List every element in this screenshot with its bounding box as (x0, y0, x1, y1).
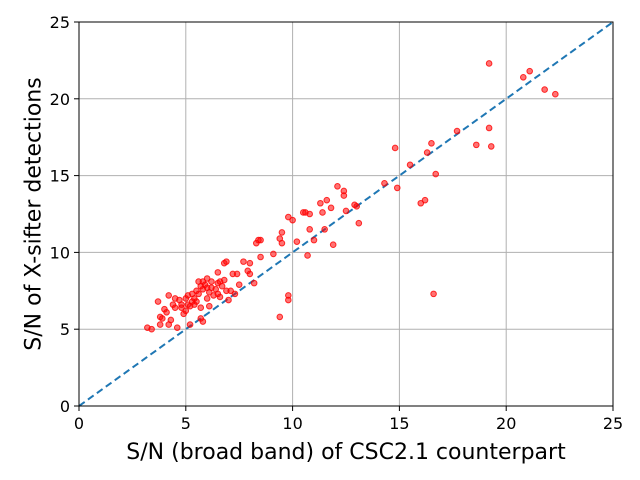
data-point (227, 287, 234, 295)
data-point (178, 301, 185, 308)
data-point (381, 179, 388, 187)
data-point (552, 90, 559, 98)
data-point (231, 290, 239, 298)
data-point (323, 196, 331, 204)
data-point (327, 204, 335, 212)
data-point (235, 281, 243, 288)
data-point (154, 298, 162, 305)
data-point (163, 309, 170, 316)
data-point (340, 192, 348, 199)
x-tick-label: 15 (389, 414, 409, 433)
data-point (148, 325, 155, 333)
data-point (278, 239, 286, 247)
data-point (195, 290, 202, 298)
y-tick-label: 10 (50, 243, 70, 262)
y-tick-label: 20 (50, 90, 70, 109)
data-point (304, 252, 311, 259)
data-point (487, 143, 495, 150)
data-point (342, 207, 350, 215)
data-point (306, 210, 313, 218)
y-tick-label: 25 (50, 13, 70, 32)
data-point (310, 236, 318, 244)
data-point (250, 279, 258, 287)
data-point (276, 313, 284, 321)
data-point (257, 236, 264, 244)
data-point (353, 203, 360, 210)
data-point (205, 302, 213, 310)
data-point (526, 67, 533, 75)
data-point (321, 226, 328, 233)
x-tick-label: 5 (181, 414, 191, 433)
axis-ticks: 0 5 10 15 20 25 0 5 10 15 20 25 (50, 13, 624, 433)
data-points (144, 60, 559, 333)
data-point (417, 199, 425, 207)
data-point (218, 282, 226, 290)
data-point (306, 226, 313, 233)
data-point (453, 127, 461, 135)
data-point (393, 184, 401, 192)
data-point (423, 149, 431, 156)
data-point (317, 199, 324, 207)
data-point (216, 293, 224, 301)
data-point (233, 270, 241, 278)
data-point (485, 60, 493, 67)
data-point (355, 219, 363, 227)
y-axis-label: S/N of X-sifter detections (22, 77, 47, 350)
data-point (319, 209, 326, 216)
data-point (421, 196, 429, 204)
data-point (167, 316, 175, 324)
data-point (182, 307, 190, 315)
data-point (430, 290, 437, 298)
data-point (391, 144, 399, 152)
data-point (406, 161, 414, 169)
data-point (485, 124, 493, 132)
data-point (214, 269, 222, 276)
data-point (289, 216, 296, 224)
data-point (428, 140, 435, 147)
data-point (165, 292, 173, 299)
data-point (220, 276, 228, 284)
x-tick-label: 20 (496, 414, 516, 433)
y-tick-label: 5 (60, 320, 70, 339)
x-tick-label: 25 (603, 414, 623, 433)
x-tick-label: 0 (74, 414, 84, 433)
data-point (203, 275, 211, 282)
y-tick-label: 15 (50, 167, 70, 186)
x-axis-label: S/N (broad band) of CSC2.1 counterpart (126, 440, 566, 465)
data-point (197, 304, 205, 311)
data-point (199, 318, 207, 325)
data-point (541, 86, 548, 93)
y-tick-label: 0 (60, 397, 70, 416)
data-point (285, 296, 292, 304)
data-point (159, 315, 166, 322)
data-point (293, 238, 301, 245)
data-point (193, 298, 200, 305)
data-point (171, 304, 179, 311)
plot-frame (78, 21, 614, 407)
data-point (246, 270, 254, 278)
data-point (432, 170, 440, 178)
data-point (278, 229, 286, 236)
data-point (173, 324, 181, 331)
data-point (208, 278, 215, 285)
data-point (329, 241, 337, 249)
data-point (334, 183, 341, 190)
data-point (519, 73, 527, 81)
data-point (223, 258, 230, 265)
x-tick-label: 10 (282, 414, 302, 433)
data-point (257, 253, 264, 261)
data-point (203, 295, 211, 302)
data-point (186, 321, 194, 328)
data-point (246, 259, 254, 267)
data-point (270, 250, 277, 258)
data-point (472, 141, 480, 149)
data-point (285, 213, 292, 221)
data-point (240, 258, 247, 265)
data-point (156, 321, 164, 328)
data-point (225, 296, 232, 304)
